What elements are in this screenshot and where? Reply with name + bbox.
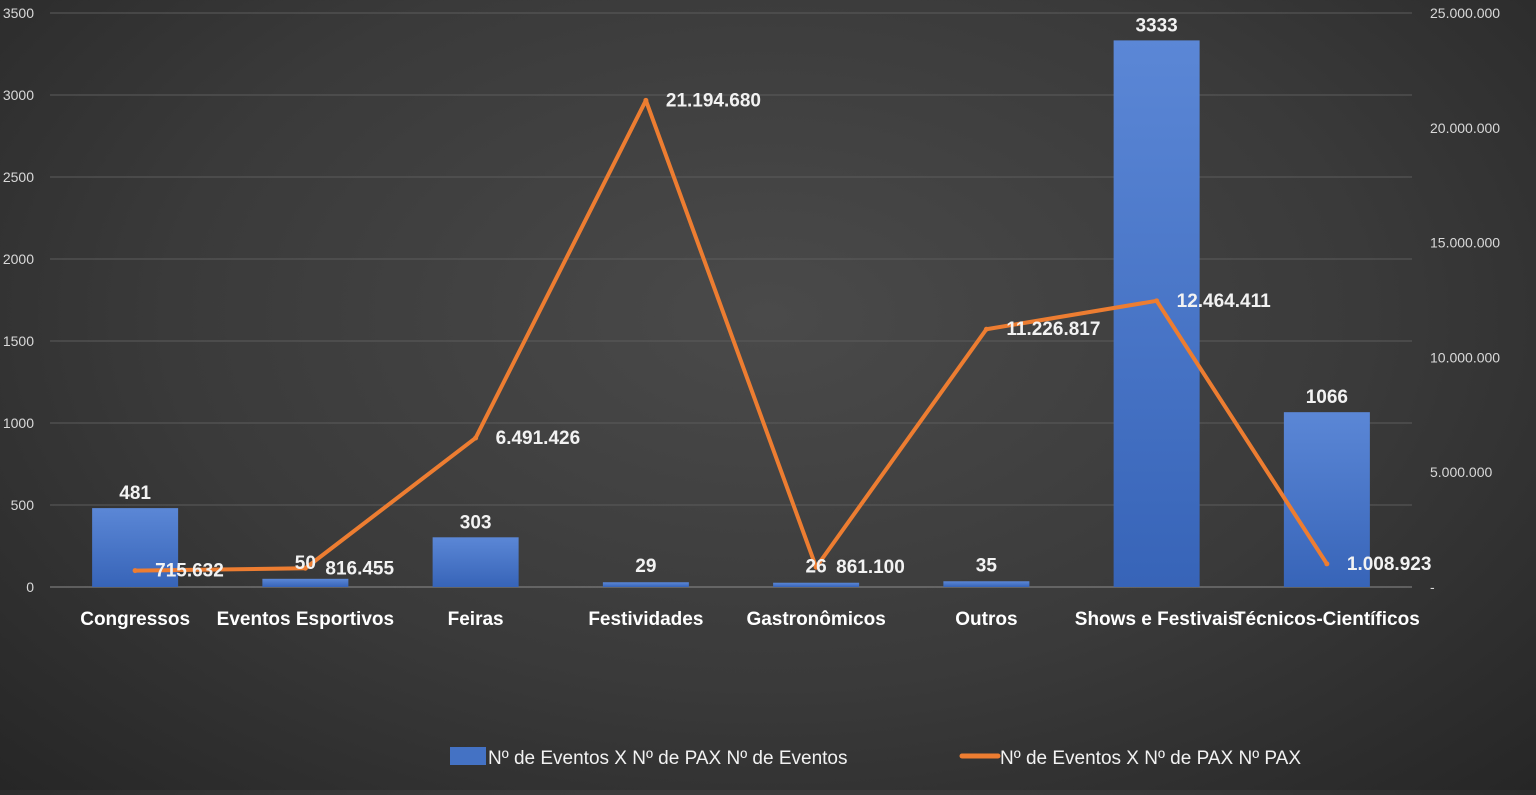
line-point xyxy=(983,326,989,332)
category-label: Shows e Festivais xyxy=(1075,609,1239,630)
line-label: 715.632 xyxy=(155,561,224,582)
line-label: 1.008.923 xyxy=(1347,554,1432,575)
right-tick-label: 20.000.000 xyxy=(1430,120,1500,136)
bar-label: 303 xyxy=(460,512,492,533)
category-label: Eventos Esportivos xyxy=(217,609,394,630)
category-label: Técnicos-Científicos xyxy=(1234,609,1420,630)
category-axis: Congressos Eventos Esportivos Feiras Festiv… xyxy=(80,609,1420,630)
left-tick-label: 500 xyxy=(11,497,35,513)
line-point xyxy=(132,568,138,574)
bar-label: 1066 xyxy=(1306,387,1348,408)
left-tick-label: 3000 xyxy=(3,87,34,103)
category-label: Festividades xyxy=(588,609,703,630)
bar-label: 3333 xyxy=(1135,15,1177,36)
category-label: Congressos xyxy=(80,609,190,630)
gridlines xyxy=(50,12,1412,588)
bar xyxy=(943,581,1030,587)
bar xyxy=(262,578,349,587)
bar xyxy=(1283,412,1370,587)
right-tick-label: 25.000.000 xyxy=(1430,5,1500,21)
line-point xyxy=(1324,561,1330,567)
left-tick-label: 2500 xyxy=(3,169,34,185)
line-data-labels: 715.632 816.455 6.491.426 21.194.680 861.100… xyxy=(155,90,1431,581)
legend: Nº de Eventos X Nº de PAX Nº de Eventos … xyxy=(450,747,1301,769)
bar xyxy=(602,582,689,587)
line-label: 21.194.680 xyxy=(666,90,761,111)
bar xyxy=(432,537,519,587)
legend-swatch-bar xyxy=(450,747,486,765)
line-point xyxy=(473,435,479,441)
left-axis: 0 500 1000 1500 2000 2500 3000 3500 xyxy=(3,5,34,595)
bar-label: 26 xyxy=(806,557,827,578)
legend-item-bar[interactable]: Nº de Eventos X Nº de PAX Nº de Eventos xyxy=(450,747,847,769)
bar-label: 29 xyxy=(635,556,656,577)
right-tick-label: 5.000.000 xyxy=(1430,464,1492,480)
line-point xyxy=(1154,298,1160,304)
category-label: Gastronômicos xyxy=(746,609,885,630)
category-label: Outros xyxy=(955,609,1017,630)
category-label: Feiras xyxy=(448,609,504,630)
bar-series xyxy=(92,40,1370,587)
left-tick-label: 2000 xyxy=(3,251,34,267)
bar-data-labels: 481 50 303 29 26 35 3333 1066 xyxy=(119,15,1348,577)
line-point xyxy=(302,565,308,571)
right-tick-label: 10.000.000 xyxy=(1430,349,1500,365)
line-point xyxy=(643,97,649,103)
line-label: 861.100 xyxy=(836,557,905,578)
right-tick-label: - xyxy=(1430,579,1435,595)
bar xyxy=(1113,40,1200,587)
legend-label-bar: Nº de Eventos X Nº de PAX Nº de Eventos xyxy=(488,748,847,769)
line-label: 816.455 xyxy=(325,558,394,579)
bar-label: 50 xyxy=(295,553,316,574)
bar-label: 481 xyxy=(119,483,151,504)
bar xyxy=(92,508,179,587)
bar xyxy=(773,582,860,587)
line-series xyxy=(132,97,1330,574)
left-tick-label: 1000 xyxy=(3,415,34,431)
line-label: 12.464.411 xyxy=(1177,291,1271,312)
line-label: 6.491.426 xyxy=(496,428,581,449)
left-tick-label: 1500 xyxy=(3,333,34,349)
pax-line xyxy=(133,98,1329,573)
right-tick-label: 15.000.000 xyxy=(1430,235,1500,251)
left-tick-label: 3500 xyxy=(3,5,34,21)
left-tick-label: 0 xyxy=(26,579,34,595)
bar-label: 35 xyxy=(976,555,998,576)
right-axis: - 5.000.000 10.000.000 15.000.000 20.000.000… xyxy=(1430,5,1500,595)
line-point xyxy=(813,564,819,570)
line-label: 11.226.817 xyxy=(1006,319,1100,340)
legend-label-line: Nº de Eventos X Nº de PAX Nº PAX xyxy=(1000,748,1301,769)
legend-item-line[interactable]: Nº de Eventos X Nº de PAX Nº PAX xyxy=(959,748,1301,769)
